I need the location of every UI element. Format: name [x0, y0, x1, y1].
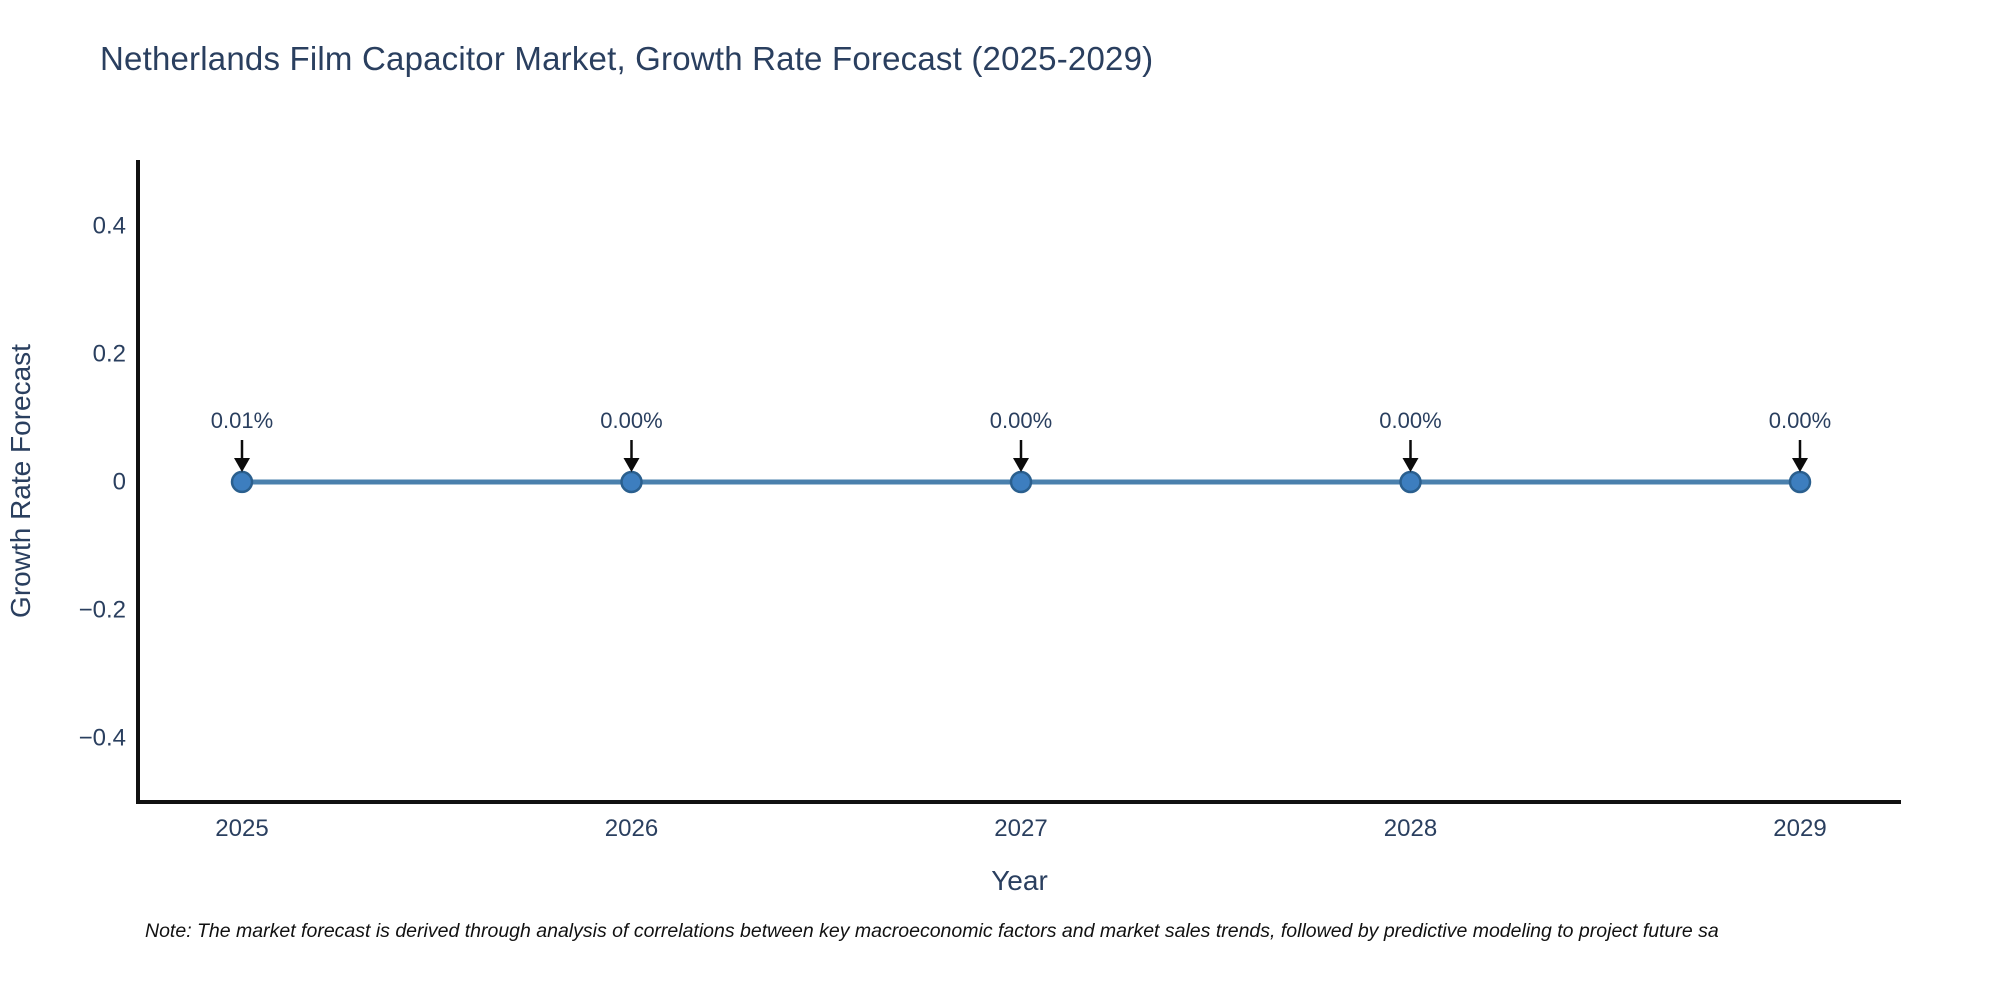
y-tick-label: −0.2 — [79, 597, 126, 624]
data-point-marker — [230, 470, 254, 494]
data-point-marker — [1009, 470, 1033, 494]
y-tick-label: 0 — [113, 469, 126, 496]
chart-title: Netherlands Film Capacitor Market, Growt… — [100, 40, 1154, 77]
footnote: Note: The market forecast is derived thr… — [145, 920, 1719, 942]
x-tick-label: 2025 — [215, 815, 268, 842]
data-point-label: 0.00% — [600, 408, 662, 433]
data-point-label: 0.00% — [1379, 408, 1441, 433]
x-tick-label: 2027 — [994, 815, 1047, 842]
data-point-label: 0.00% — [990, 408, 1052, 433]
data-point-label: 0.01% — [211, 408, 273, 433]
data-point-marker — [620, 470, 643, 494]
y-tick-label: 0.2 — [93, 341, 126, 368]
data-point-marker — [1788, 470, 1812, 494]
annotation-arrow-head — [1792, 458, 1808, 472]
x-tick-label: 2026 — [605, 815, 658, 842]
annotation-arrow-head — [623, 458, 640, 472]
annotation-arrow-head — [1013, 458, 1029, 472]
x-tick-label: 2029 — [1773, 815, 1826, 842]
annotation-arrow-head — [234, 458, 250, 472]
data-point-marker — [1399, 470, 1422, 494]
y-axis-title: Growth Rate Forecast — [5, 344, 36, 618]
y-tick-label: −0.4 — [79, 725, 126, 752]
y-tick-label: 0.4 — [93, 213, 126, 240]
data-point-label: 0.00% — [1769, 408, 1831, 433]
x-tick-label: 2028 — [1384, 815, 1437, 842]
annotation-arrow-head — [1402, 458, 1419, 472]
x-axis-title: Year — [991, 865, 1048, 896]
